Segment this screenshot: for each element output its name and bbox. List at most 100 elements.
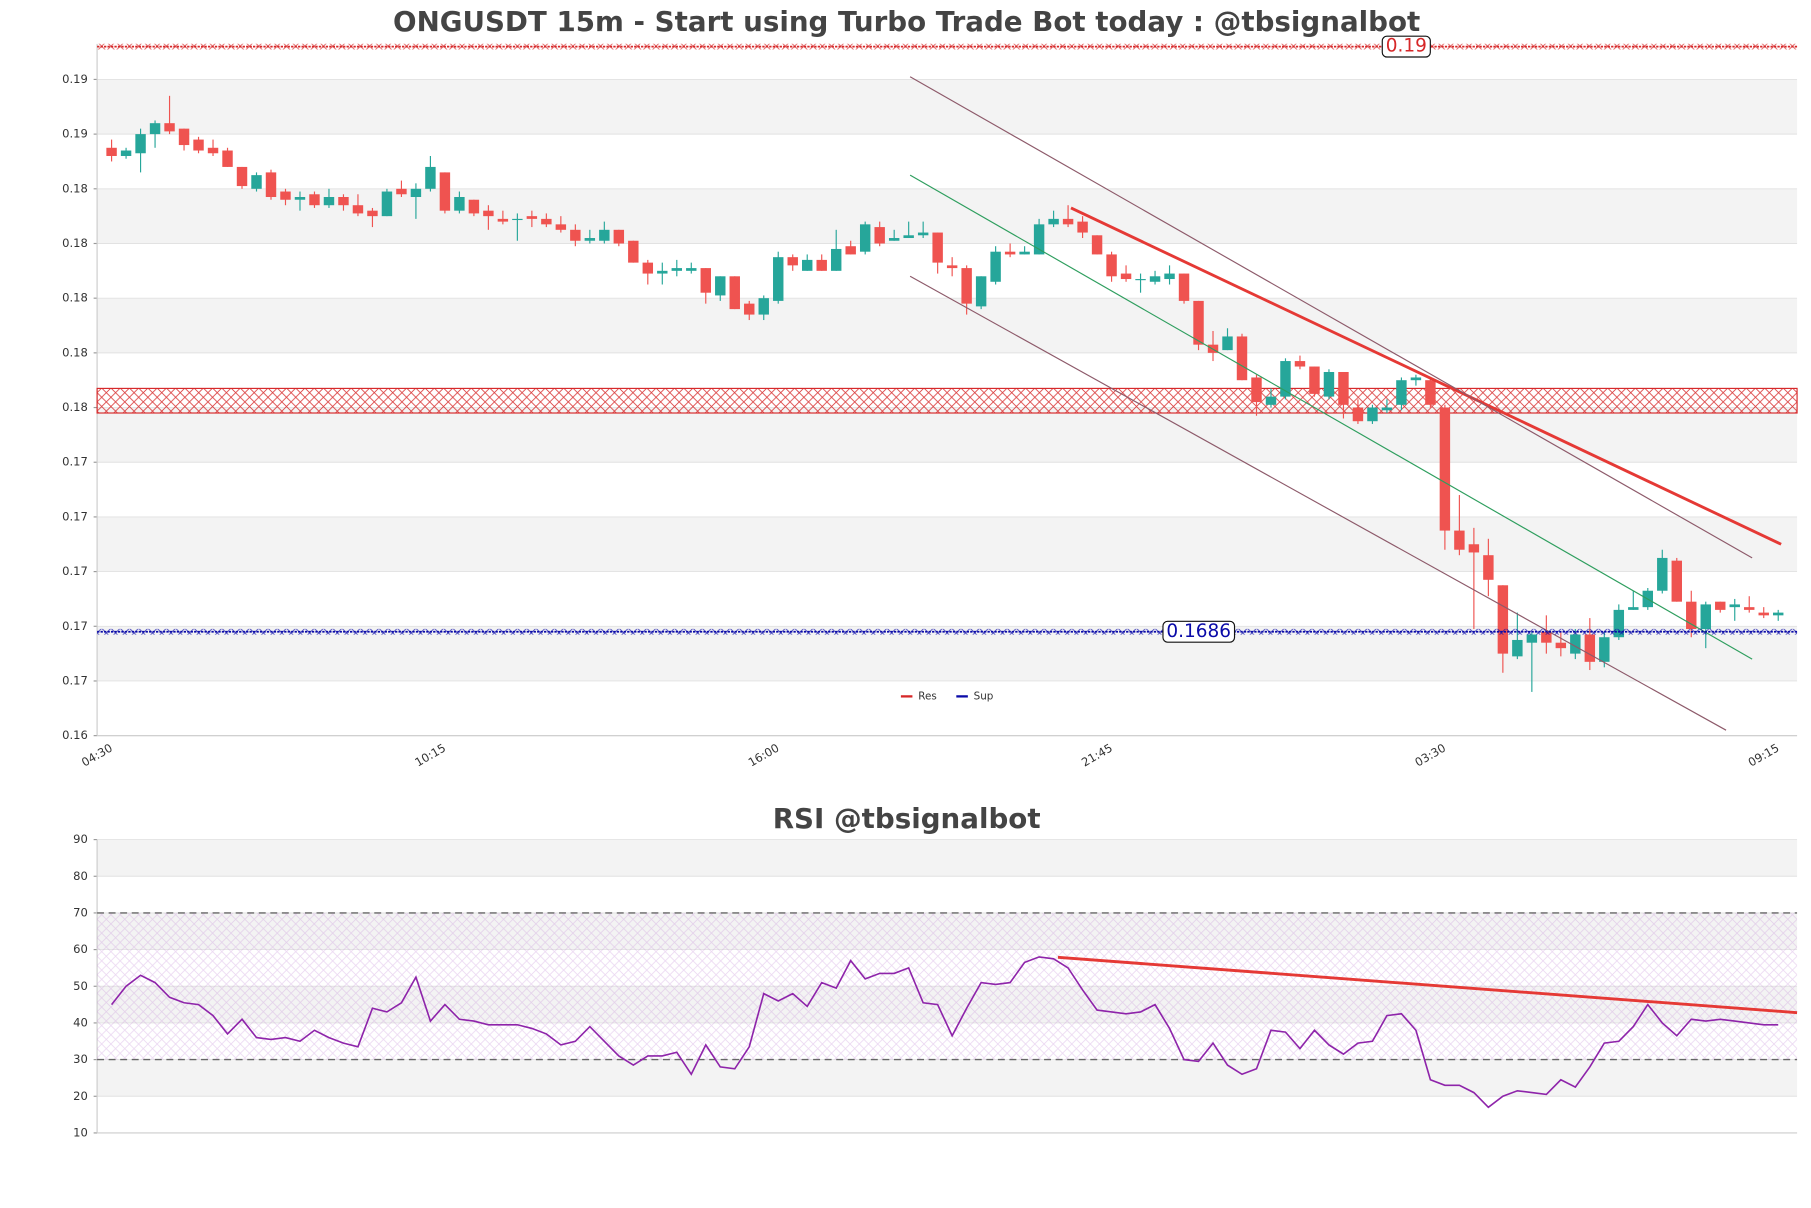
candle-body bbox=[946, 265, 958, 269]
candle-body bbox=[975, 276, 987, 307]
level-label: 0.1686 bbox=[1166, 621, 1231, 642]
candle-body bbox=[338, 197, 349, 206]
candle-body bbox=[1686, 601, 1697, 630]
y-tick-label: 0.17 bbox=[62, 673, 88, 687]
candle-body bbox=[512, 218, 523, 221]
level-label-box bbox=[1162, 620, 1236, 643]
zone bbox=[96, 387, 1798, 414]
trendline bbox=[909, 275, 1727, 731]
candle-body bbox=[917, 232, 929, 236]
candle-body bbox=[410, 188, 422, 198]
candle-body bbox=[1352, 407, 1364, 422]
candle-body bbox=[686, 268, 697, 271]
candle-body bbox=[1033, 224, 1045, 255]
candle-body bbox=[207, 147, 219, 154]
candle-body bbox=[744, 303, 755, 315]
y-tick-label: 0.18 bbox=[62, 345, 88, 359]
candle-body bbox=[222, 150, 233, 167]
candle-body bbox=[1019, 251, 1030, 255]
candle-body bbox=[454, 197, 465, 211]
candle-body bbox=[874, 227, 885, 244]
candle-body bbox=[367, 210, 378, 217]
y-tick-label: 0.18 bbox=[62, 236, 88, 250]
candle-body bbox=[1004, 251, 1016, 255]
candle-body bbox=[468, 199, 480, 214]
candle-body bbox=[280, 191, 291, 200]
candle-body bbox=[1570, 634, 1581, 654]
candle-body bbox=[106, 147, 117, 156]
candle-body bbox=[352, 205, 364, 214]
candle-body bbox=[729, 276, 740, 310]
candle-body bbox=[570, 229, 581, 241]
candle-body bbox=[1700, 604, 1711, 630]
candle-body bbox=[1744, 607, 1755, 610]
y-tick-label: 0.18 bbox=[62, 181, 88, 195]
y-tick-label: 70 bbox=[73, 905, 88, 919]
candle-body bbox=[1468, 544, 1480, 553]
candle-body bbox=[787, 257, 798, 266]
candle-body bbox=[1657, 557, 1668, 591]
candle-body bbox=[294, 197, 306, 200]
grid-band bbox=[97, 1059, 1798, 1097]
candle-body bbox=[135, 134, 146, 154]
candle-body bbox=[555, 224, 567, 230]
candle-body bbox=[1091, 235, 1103, 255]
candle-body bbox=[1193, 300, 1204, 345]
candle-body bbox=[1077, 221, 1088, 233]
candle-body bbox=[1671, 560, 1682, 602]
legend-label: Sup bbox=[974, 690, 994, 702]
candle-body bbox=[1584, 634, 1596, 662]
candle-body bbox=[628, 240, 639, 263]
candle-body bbox=[1120, 273, 1132, 280]
candle-body bbox=[164, 123, 175, 132]
candle-body bbox=[1512, 639, 1523, 657]
candle-body bbox=[236, 166, 248, 187]
grid-band bbox=[97, 298, 1798, 353]
candle-body bbox=[1149, 276, 1161, 282]
candle-body bbox=[309, 194, 320, 206]
candle-body bbox=[1396, 380, 1407, 405]
candle-body bbox=[396, 188, 407, 195]
candle-body bbox=[830, 248, 842, 271]
trendline bbox=[909, 76, 1753, 559]
y-tick-label: 0.19 bbox=[62, 127, 88, 141]
plot-layer: 0.16 0.17 0.17 0.17 0.17 0.17 0.18 0.18 0.18 0.18… bbox=[62, 36, 1798, 1139]
y-tick-label: 10 bbox=[73, 1125, 88, 1139]
candle-body bbox=[1410, 377, 1422, 381]
candle-body bbox=[1613, 609, 1625, 638]
candle-body bbox=[1294, 361, 1306, 367]
candle-body bbox=[1381, 407, 1393, 411]
candle-body bbox=[120, 150, 132, 156]
candle-body bbox=[657, 270, 668, 274]
y-tick-label: 20 bbox=[73, 1089, 88, 1103]
y-tick-label: 0.18 bbox=[62, 291, 88, 305]
candle-body bbox=[1425, 380, 1436, 405]
candle-body bbox=[323, 197, 335, 206]
grid-band bbox=[97, 516, 1798, 572]
y-tick-label: 0.19 bbox=[62, 72, 88, 86]
candle-body bbox=[1497, 585, 1509, 654]
candle-body bbox=[671, 268, 683, 271]
candle-body bbox=[541, 218, 552, 225]
candle-body bbox=[816, 259, 827, 271]
y-tick-label: 0.17 bbox=[62, 455, 88, 469]
candle-body bbox=[425, 166, 436, 189]
candle-body bbox=[1280, 361, 1291, 397]
rsi-band bbox=[97, 912, 1798, 1060]
y-tick-label: 50 bbox=[73, 979, 88, 993]
candle-body bbox=[1062, 218, 1074, 225]
trendline bbox=[1070, 206, 1782, 546]
candle-body bbox=[1048, 218, 1059, 225]
candle-body bbox=[1338, 371, 1349, 405]
candle-body bbox=[251, 175, 262, 189]
y-tick-label: 0.18 bbox=[62, 400, 88, 414]
candle-body bbox=[1773, 612, 1784, 616]
grid-band bbox=[97, 188, 1798, 244]
candle-body bbox=[859, 224, 871, 252]
candle-body bbox=[1251, 377, 1262, 403]
candle-body bbox=[599, 229, 610, 241]
rsi-line bbox=[110, 956, 1779, 1109]
level-label: 0.19 bbox=[1386, 36, 1427, 57]
candle-body bbox=[193, 139, 204, 151]
